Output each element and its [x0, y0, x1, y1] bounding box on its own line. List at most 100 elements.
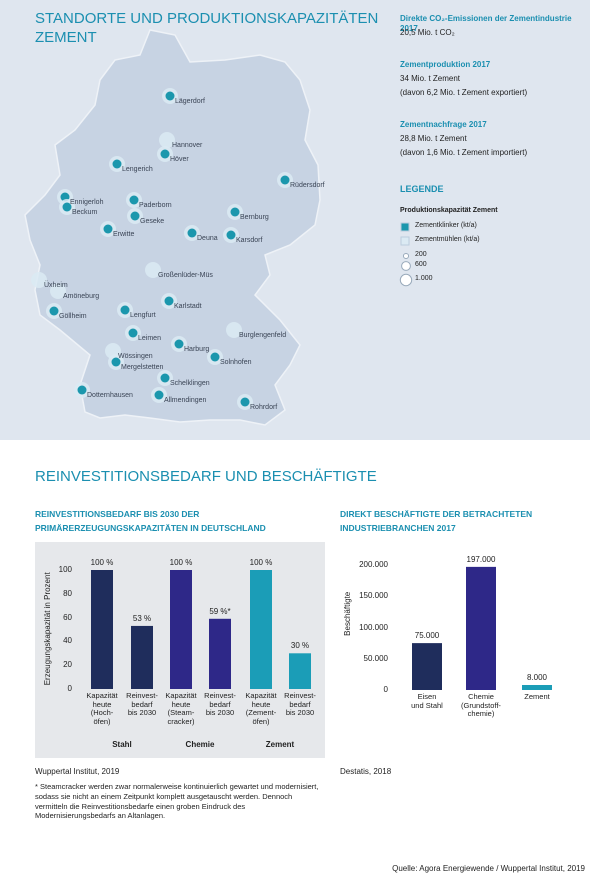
site-label: Paderborn — [139, 202, 172, 209]
legend-label: Zementklinker (kt/a) — [415, 222, 477, 229]
site-label: Schelklingen — [170, 380, 210, 387]
y-tick-label: 0 — [67, 684, 72, 693]
legend-title: LEGENDE — [400, 184, 444, 194]
y-tick-label: 0 — [383, 685, 388, 694]
value-label: 8.000 — [526, 673, 548, 682]
clinker-dot — [187, 228, 197, 238]
bar — [466, 566, 496, 690]
y-axis-label: Erzeugungskapazität in Prozent — [43, 572, 53, 686]
mill-circle — [145, 262, 161, 278]
clinker-dot — [165, 91, 175, 101]
site-label: Allmendingen — [164, 397, 207, 404]
clinker-dot — [130, 211, 140, 221]
site-label: Leimen — [138, 335, 161, 342]
site-label: Göllheim — [59, 313, 87, 320]
y-tick-label: 40 — [63, 636, 72, 646]
germany-outline — [24, 29, 321, 426]
legend-size — [401, 261, 411, 271]
x-tick-label: Reinvest- bedarf bis 2030 — [126, 691, 158, 718]
legend-size — [402, 252, 410, 260]
y-tick-label: 150.000 — [359, 591, 388, 601]
legend-size-label: 200 — [415, 251, 427, 258]
x-tick-label: Reinvest- bedarf bis 2030 — [204, 691, 236, 718]
x-tick-label: Kapazität heute (Hoch- öfen) — [86, 691, 118, 726]
site-label: Dotternhausen — [87, 392, 133, 399]
value-label: 30 % — [290, 641, 310, 651]
site-label: Solnhofen — [220, 359, 252, 366]
chart-title: REINVESTITIONSBEDARF BIS 2030 DER PRIMÄR… — [35, 509, 266, 533]
y-tick-label: 200.000 — [359, 560, 388, 569]
legend-swatch — [400, 222, 410, 232]
clinker-dot — [129, 195, 139, 205]
site-label: Karsdorf — [236, 237, 263, 244]
site-label: Großenlüder-Müs — [158, 272, 213, 279]
clinker-dot — [111, 357, 121, 367]
clinker-dot — [174, 339, 184, 349]
footnote: * Steamcracker werden zwar normalerweise… — [35, 782, 319, 821]
group-label: Zement — [265, 740, 295, 749]
clinker-dot — [103, 224, 113, 234]
y-tick-label: 50.000 — [363, 653, 388, 663]
bar — [522, 685, 552, 690]
y-tick-label: 80 — [63, 588, 72, 598]
legend-swatch — [400, 236, 410, 246]
fact-heading: Zementproduktion 2017 — [400, 60, 491, 69]
site-label: Karlstadt — [174, 303, 202, 310]
bar — [250, 570, 272, 689]
site-label: Rohrdorf — [250, 404, 278, 411]
x-tick-label: Kapazität heute (Steam- cracker) — [165, 691, 197, 726]
site-label: Amöneburg — [63, 293, 100, 300]
value-label: 100 % — [249, 558, 273, 567]
y-tick-label: 100 — [58, 565, 72, 574]
clinker-dot — [226, 230, 236, 240]
bar — [209, 618, 231, 689]
value-label: 75.000 — [414, 631, 440, 641]
x-tick-label: Reinvest- bedarf bis 2030 — [284, 691, 316, 718]
clinker-dot — [280, 175, 290, 185]
clinker-dot — [112, 159, 122, 169]
legend-size-label: 600 — [415, 261, 427, 268]
chart-title: DIREKT BESCHÄFTIGTE DER BETRACHTETEN IND… — [340, 509, 533, 533]
clinker-dot — [160, 149, 170, 159]
legend-label: Zementmühlen (kt/a) — [415, 236, 480, 243]
site-label: Burglengenfeld — [239, 332, 287, 339]
fact-line: 28,8 Mio. t Zement — [400, 134, 467, 143]
y-tick-label: 60 — [63, 612, 72, 622]
y-tick-label: 100.000 — [359, 622, 388, 632]
site-label: Üxheim — [44, 282, 68, 289]
value-label: 100 % — [90, 558, 114, 567]
fact-line: 34 Mio. t Zement — [400, 74, 461, 83]
clinker-dot — [210, 352, 220, 362]
legend-size — [399, 273, 413, 287]
mill-circle — [226, 322, 242, 338]
map-title: STANDORTE UND PRODUKTIONSKAPAZITÄTEN ZEM… — [35, 10, 379, 46]
site-label: Harburg — [184, 346, 210, 353]
legend-size-label: 1.000 — [415, 275, 433, 282]
site-label: Rüdersdorf — [290, 182, 325, 189]
site-label: Deuna — [197, 235, 218, 242]
clinker-dot — [160, 373, 170, 383]
x-tick-label: Chemie (Grundstoff- chemie) — [461, 692, 501, 719]
value-label: 53 % — [132, 613, 152, 623]
site-label: Ennigerloh — [70, 199, 104, 206]
y-tick-label: 20 — [63, 660, 72, 670]
bar — [170, 570, 192, 689]
clinker-dot — [62, 202, 72, 212]
site-label: Erwitte — [113, 231, 135, 238]
section-title: REINVESTITIONSBEDARF UND BESCHÄFTIGTE — [35, 468, 377, 485]
fact-line: (davon 1,6 Mio. t Zement importiert) — [400, 148, 528, 157]
fact-heading: Direkte CO₂-Emissionen der Zementindustr… — [400, 14, 572, 33]
x-tick-label: Kapazität heute (Zement- öfen) — [245, 691, 277, 726]
group-label: Chemie — [185, 740, 215, 749]
clinker-dot — [230, 207, 240, 217]
bar — [91, 570, 113, 689]
fact-line: (davon 6,2 Mio. t Zement exportiert) — [400, 88, 528, 97]
site-label: Geseke — [140, 218, 165, 225]
clinker-dot — [240, 397, 250, 407]
site-label: Wössingen — [118, 353, 153, 360]
x-tick-label: Zement — [524, 692, 550, 701]
quelle: Quelle: Agora Energiewende / Wuppertal I… — [392, 864, 585, 873]
clinker-dot — [154, 390, 164, 400]
